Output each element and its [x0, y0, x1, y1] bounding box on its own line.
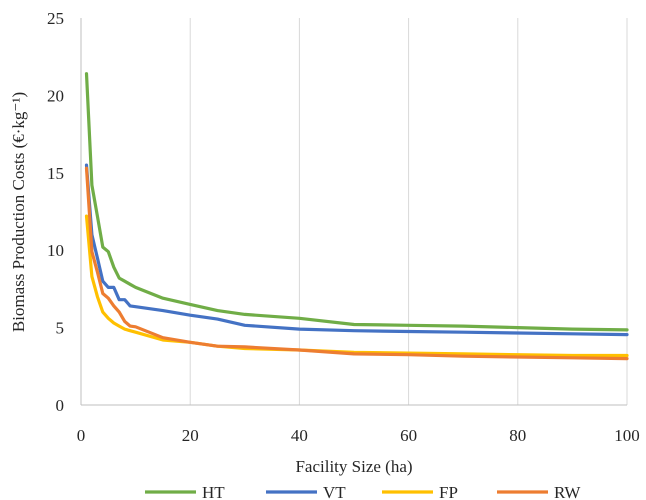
- x-axis-title: Facility Size (ha): [295, 457, 412, 476]
- y-axis-tick-labels: 0 5 10 15 20 25: [47, 9, 64, 415]
- legend-label-vt: VT: [323, 483, 346, 500]
- legend-label-ht: HT: [202, 483, 225, 500]
- plot-axes: [80, 18, 627, 406]
- x-axis-tick-labels: 0 20 40 60 80 100: [77, 426, 640, 445]
- series-line-fp: [84, 214, 629, 358]
- series-line-ht: [84, 72, 629, 332]
- x-tick-label-1: 20: [182, 426, 199, 445]
- vertical-gridlines: [189, 18, 628, 405]
- y-tick-label-5: 25: [47, 9, 64, 28]
- legend-label-fp: FP: [439, 483, 458, 500]
- x-tick-label-3: 60: [400, 426, 417, 445]
- series-line-rw: [84, 166, 629, 361]
- x-tick-label-4: 80: [509, 426, 526, 445]
- legend-label-rw: RW: [554, 483, 581, 500]
- y-tick-label-2: 10: [47, 241, 64, 260]
- y-axis-title: Biomass Production Costs (€·kg⁻¹): [9, 92, 28, 332]
- chart-legend: HT VT FP RW: [145, 483, 581, 500]
- y-tick-label-0: 0: [56, 396, 65, 415]
- x-tick-label-5: 100: [614, 426, 640, 445]
- x-tick-label-2: 40: [291, 426, 308, 445]
- x-tick-label-0: 0: [77, 426, 86, 445]
- y-tick-label-3: 15: [47, 164, 64, 183]
- series-lines: [84, 72, 629, 361]
- y-tick-label-4: 20: [47, 86, 64, 105]
- y-tick-label-1: 5: [56, 319, 65, 338]
- series-line-vt: [84, 163, 629, 337]
